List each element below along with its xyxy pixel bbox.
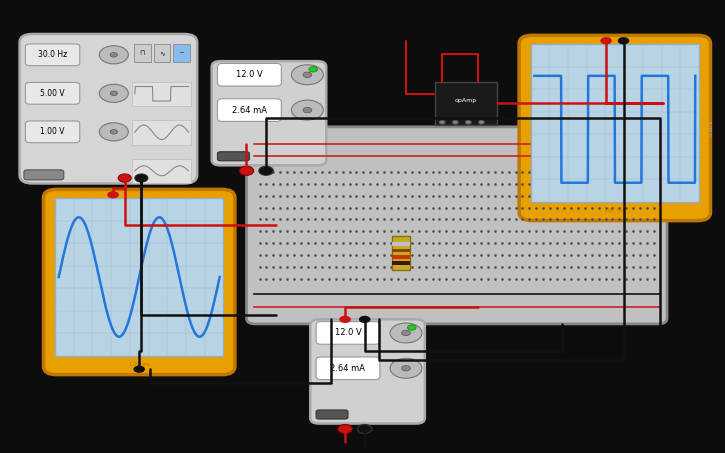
Circle shape: [110, 130, 117, 134]
Circle shape: [407, 325, 416, 330]
Bar: [392, 236, 410, 270]
Text: 12.0 V: 12.0 V: [335, 328, 361, 337]
Circle shape: [357, 424, 372, 434]
Bar: [134, 44, 151, 62]
FancyBboxPatch shape: [316, 410, 348, 419]
Text: 100 ms: 100 ms: [129, 362, 149, 367]
Circle shape: [291, 65, 323, 85]
FancyBboxPatch shape: [44, 189, 235, 375]
Bar: [154, 44, 170, 62]
FancyBboxPatch shape: [25, 44, 80, 66]
Bar: [55, 198, 223, 356]
Text: 100 ms: 100 ms: [605, 208, 625, 213]
Circle shape: [135, 174, 148, 182]
Text: ∿: ∿: [159, 50, 165, 56]
FancyBboxPatch shape: [218, 99, 281, 121]
Bar: [132, 82, 191, 106]
Circle shape: [390, 358, 422, 378]
Text: 2.64 mA: 2.64 mA: [232, 106, 267, 115]
Circle shape: [478, 120, 484, 124]
Circle shape: [119, 174, 130, 182]
Bar: [531, 44, 699, 202]
Circle shape: [309, 67, 318, 72]
Circle shape: [600, 37, 612, 44]
Bar: [173, 44, 190, 62]
Circle shape: [439, 120, 445, 124]
Text: 2.64 mA: 2.64 mA: [331, 364, 365, 373]
FancyBboxPatch shape: [25, 121, 80, 143]
Circle shape: [303, 107, 312, 113]
Text: 12.0 V: 12.0 V: [236, 70, 262, 79]
Text: ~: ~: [178, 50, 185, 56]
Circle shape: [241, 167, 252, 174]
Circle shape: [99, 84, 128, 102]
Circle shape: [465, 120, 471, 124]
FancyBboxPatch shape: [519, 35, 710, 221]
Circle shape: [359, 316, 370, 323]
Bar: [392, 261, 410, 265]
Circle shape: [402, 330, 410, 336]
Bar: [392, 242, 410, 246]
Bar: [392, 249, 410, 252]
FancyBboxPatch shape: [247, 127, 667, 324]
Circle shape: [136, 174, 147, 182]
Text: 30.0 Hz: 30.0 Hz: [38, 50, 67, 59]
Circle shape: [259, 166, 273, 175]
FancyBboxPatch shape: [20, 34, 197, 183]
Circle shape: [110, 53, 117, 57]
Bar: [392, 255, 410, 259]
Circle shape: [402, 366, 410, 371]
Circle shape: [452, 120, 458, 124]
FancyBboxPatch shape: [218, 152, 249, 161]
FancyBboxPatch shape: [218, 63, 281, 86]
Circle shape: [338, 424, 352, 434]
Circle shape: [339, 316, 351, 323]
Circle shape: [110, 91, 117, 96]
Circle shape: [239, 166, 254, 175]
Circle shape: [291, 100, 323, 120]
Bar: [435, 82, 497, 125]
Circle shape: [99, 46, 128, 64]
Text: 5.00 V: 5.00 V: [41, 89, 65, 98]
Text: 1.00 V: 1.00 V: [41, 127, 65, 136]
Circle shape: [390, 323, 422, 343]
Bar: [132, 120, 191, 145]
FancyBboxPatch shape: [25, 82, 80, 104]
Circle shape: [618, 37, 629, 44]
Circle shape: [118, 174, 131, 182]
FancyBboxPatch shape: [316, 322, 380, 344]
Circle shape: [133, 366, 145, 373]
Circle shape: [260, 167, 272, 174]
FancyBboxPatch shape: [24, 170, 64, 180]
Bar: [132, 159, 191, 183]
Text: 5.00 V: 5.00 V: [710, 120, 714, 136]
FancyBboxPatch shape: [316, 357, 380, 380]
FancyBboxPatch shape: [310, 319, 425, 424]
Circle shape: [303, 72, 312, 77]
Text: ⊓: ⊓: [140, 50, 145, 56]
Text: opAmp: opAmp: [455, 98, 477, 103]
Circle shape: [99, 123, 128, 141]
Circle shape: [107, 191, 119, 198]
FancyBboxPatch shape: [212, 61, 326, 165]
